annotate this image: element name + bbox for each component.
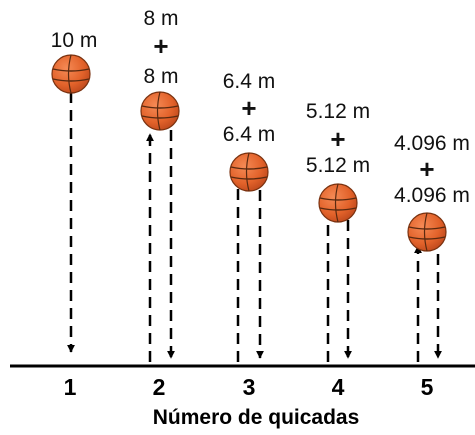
bounce-4-down-label: 5.12 m	[306, 154, 370, 177]
bounce-3-up-label: 6.4 m	[223, 70, 276, 93]
ball-1: 10 m	[51, 29, 98, 353]
bounce-4-up-label: 5.12 m	[306, 100, 370, 123]
axis-title: Número de quicadas	[153, 406, 360, 429]
basketball-icon	[140, 91, 180, 131]
bounce-2-down-label: 8 m	[143, 65, 178, 88]
basketball-icon	[229, 152, 269, 192]
bounce-number-3: 3	[243, 374, 256, 400]
bounce-5-down-label: 4.096 m	[394, 184, 470, 207]
bounce-2-plus: +	[153, 31, 168, 61]
bounce-3-down-label: 6.4 m	[223, 123, 276, 146]
ball-4: 5.12 m + 5.12 m	[306, 100, 370, 362]
ball-2: 8 m + 8 m	[140, 7, 180, 362]
bounce-number-4: 4	[332, 374, 345, 400]
basketball-icon	[318, 183, 358, 223]
ball-5: 4.096 m + 4.096 m	[394, 132, 470, 362]
bounce-1-drop-label: 10 m	[51, 29, 98, 52]
bounce-2-up-label: 8 m	[143, 7, 178, 30]
bounce-number-1: 1	[64, 374, 77, 400]
bounce-5-plus: +	[419, 154, 434, 184]
bounce-4-plus: +	[330, 124, 345, 154]
bounce-5-up-label: 4.096 m	[394, 132, 470, 155]
bounce-number-2: 2	[153, 374, 166, 400]
ball-3: 6.4 m + 6.4 m	[223, 70, 276, 362]
basketball-icon	[51, 54, 91, 94]
bounce-3-plus: +	[241, 93, 256, 123]
bounce-number-5: 5	[421, 374, 434, 400]
basketball-icon	[407, 212, 447, 252]
